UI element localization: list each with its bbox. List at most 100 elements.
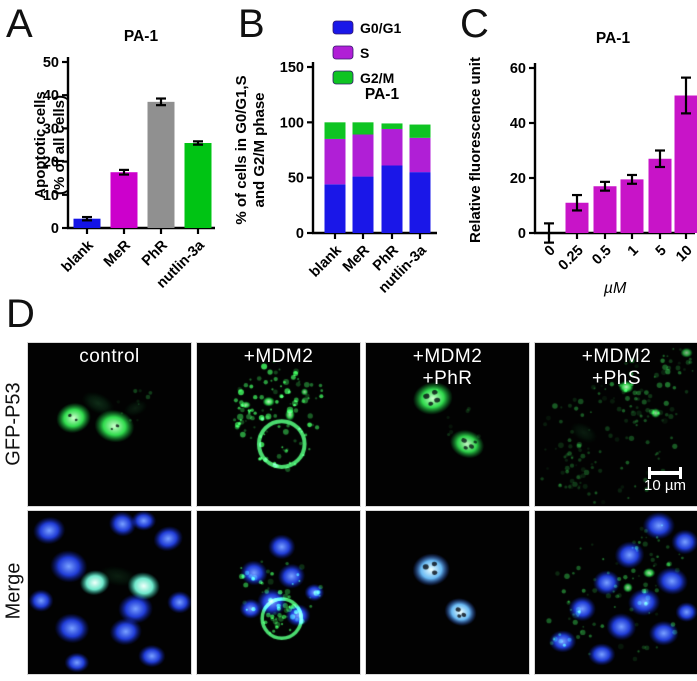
bar-segment — [352, 122, 374, 135]
column-label-line: +PhS — [591, 368, 641, 389]
chart-title: PA-1 — [596, 30, 631, 47]
y-tick-label: 40 — [43, 88, 59, 104]
category-label: 10 — [673, 243, 696, 266]
micrograph-gfp-mdm2-phs: +MDM2 +PhS 10 µm — [534, 342, 697, 507]
y-tick-label: 20 — [510, 171, 526, 187]
micrograph-gfp-control: control — [27, 342, 192, 507]
bar-segment — [409, 124, 431, 138]
micrograph-canvas — [197, 511, 360, 674]
panel-c-letter: C — [460, 2, 489, 46]
category-label: 0.25 — [556, 243, 587, 274]
y-axis-label: (% of all cells) — [51, 95, 68, 195]
panel-d-letter: D — [6, 292, 35, 336]
category-label: 0 — [542, 243, 559, 260]
y-axis-label: % of cells in G0/G1,S — [233, 75, 250, 224]
micrograph-merge-control — [27, 510, 192, 675]
x-axis-label: µM — [603, 280, 627, 297]
column-label-line: control — [79, 346, 140, 367]
scale-bar-line — [648, 467, 682, 479]
column-label-control: control — [28, 346, 191, 368]
category-label: 0.5 — [589, 243, 615, 269]
column-label-line: +MDM2 — [243, 346, 314, 367]
bar-segment — [324, 184, 346, 233]
y-tick-label: 60 — [510, 61, 526, 77]
bar-segment — [409, 137, 431, 173]
column-label-line: +MDM2 — [412, 346, 483, 367]
bar-segment — [381, 165, 403, 233]
legend-swatch — [332, 20, 354, 35]
micrograph-canvas — [28, 343, 191, 506]
bar-segment — [381, 123, 403, 129]
micrograph-canvas — [535, 343, 697, 506]
bar — [593, 186, 617, 233]
bar-segment — [324, 138, 346, 185]
micrograph-merge-mdm2 — [196, 510, 361, 675]
y-tick-label: 150 — [280, 60, 304, 76]
y-tick-label: 30 — [43, 121, 59, 137]
category-label: blank — [59, 237, 98, 276]
scale-bar-label: 10 µm — [644, 477, 686, 494]
y-axis-label: Relative fluorescence unit — [467, 57, 484, 243]
panel-b-letter: B — [238, 2, 265, 46]
column-label-line: +MDM2 — [581, 346, 652, 367]
micrograph-gfp-mdm2-phr: +MDM2 +PhR — [365, 342, 530, 507]
bar — [565, 202, 589, 233]
y-tick-label: 40 — [510, 116, 526, 132]
row-label-gfp-p53: GFP-P53 — [2, 382, 25, 466]
y-tick-label: 20 — [43, 155, 59, 171]
micrograph-merge-mdm2-phs — [534, 510, 697, 675]
y-tick-label: 100 — [280, 115, 304, 131]
micrograph-canvas — [366, 343, 529, 506]
bar — [620, 179, 644, 233]
column-label-mdm2-phs: +MDM2 +PhS — [535, 346, 697, 390]
category-label: MeR — [101, 237, 134, 270]
row-label-merge: Merge — [2, 562, 25, 620]
y-tick-label: 0 — [296, 226, 304, 242]
y-tick-label: 0 — [518, 226, 526, 242]
bar — [184, 143, 212, 228]
y-tick-label: 50 — [43, 55, 59, 71]
y-tick-label: 0 — [51, 221, 59, 237]
bar-segment — [352, 176, 374, 233]
micrograph-gfp-mdm2: +MDM2 — [196, 342, 361, 507]
micrograph-merge-mdm2-phr — [365, 510, 530, 675]
chart-title: PA-1 — [365, 86, 400, 103]
y-axis-label: and G2/M phase — [251, 92, 268, 207]
panel-a-letter: A — [6, 2, 33, 46]
legend-swatch — [332, 45, 354, 60]
y-tick-label: 10 — [43, 188, 59, 204]
category-label: 5 — [653, 243, 670, 260]
bar — [147, 101, 175, 228]
micrograph-canvas — [197, 343, 360, 506]
column-label-line: +PhR — [422, 368, 473, 389]
category-label: 1 — [625, 243, 642, 260]
micrograph-canvas — [28, 511, 191, 674]
category-label: MeR — [340, 242, 373, 275]
y-tick-label: 50 — [288, 171, 304, 187]
chart-title: PA-1 — [124, 28, 159, 45]
bar — [674, 95, 697, 233]
bar-segment — [352, 134, 374, 177]
bar — [110, 172, 138, 228]
legend-swatch — [332, 70, 354, 85]
bar — [73, 218, 101, 228]
column-label-mdm2-phr: +MDM2 +PhR — [366, 346, 529, 390]
scale-bar: 10 µm — [644, 467, 686, 494]
legend-label: G2/M — [360, 70, 394, 86]
legend-label: G0/G1 — [360, 20, 401, 36]
legend-label: S — [360, 45, 369, 61]
bar-segment — [381, 128, 403, 166]
category-label: PhR — [139, 237, 171, 269]
bar-segment — [324, 122, 346, 139]
category-label: blank — [307, 242, 346, 281]
column-label-mdm2: +MDM2 — [197, 346, 360, 368]
bar — [648, 158, 672, 233]
bar-segment — [409, 172, 431, 233]
y-axis-label: Apoptotic cells — [32, 91, 49, 199]
micrograph-canvas — [366, 511, 529, 674]
micrograph-canvas — [535, 511, 697, 674]
